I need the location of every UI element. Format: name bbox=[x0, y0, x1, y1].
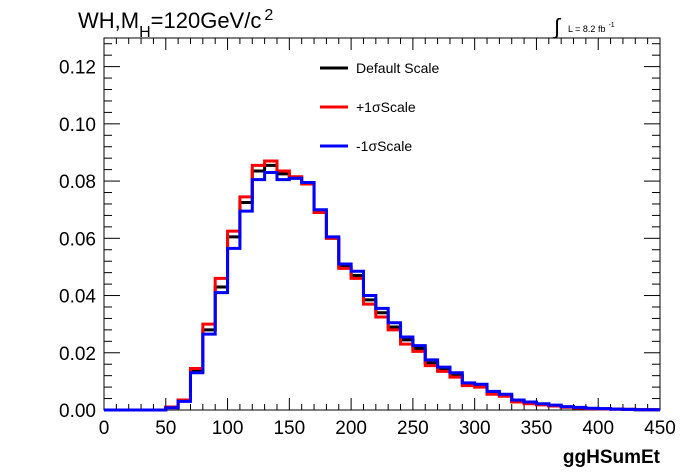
y-tick-label: 0.00 bbox=[59, 401, 96, 422]
x-tick-label: 300 bbox=[459, 418, 491, 439]
legend-label: +1σScale bbox=[356, 99, 416, 115]
x-axis-label: ggHSumEt bbox=[563, 447, 661, 468]
x-tick-label: 200 bbox=[335, 418, 367, 439]
lumi-label: L = 8.2 fb -1 bbox=[568, 22, 615, 34]
y-tick-label: 0.08 bbox=[59, 172, 96, 193]
y-tick-label: 0.06 bbox=[59, 229, 96, 250]
series-line-default-scale bbox=[104, 163, 660, 412]
legend-label: -1σScale bbox=[356, 138, 412, 154]
x-tick-label: 100 bbox=[212, 418, 244, 439]
lumi-integral-sign: ∫ bbox=[552, 14, 562, 39]
y-tick-label: 0.12 bbox=[59, 58, 96, 79]
x-tick-label: 400 bbox=[582, 418, 614, 439]
x-tick-label: 50 bbox=[155, 418, 176, 439]
x-tick-label: 250 bbox=[397, 418, 429, 439]
x-tick-label: 0 bbox=[99, 418, 110, 439]
x-axis: 0 50 100 150 200 250 300 350 400 450 bbox=[99, 38, 676, 439]
x-tick-label: 450 bbox=[644, 418, 676, 439]
series-line--1-scale bbox=[104, 170, 660, 412]
plot-frame bbox=[103, 37, 661, 411]
x-tick-label: 150 bbox=[273, 418, 305, 439]
y-tick-label: 0.04 bbox=[59, 287, 96, 308]
chart-title: WH,MH=120GeV/c 2 bbox=[78, 7, 273, 41]
series-line--1-scale bbox=[104, 159, 660, 412]
y-tick-label: 0.02 bbox=[59, 344, 96, 365]
legend-label: Default Scale bbox=[356, 60, 439, 76]
series-lines bbox=[104, 159, 660, 412]
legend: Default Scale +1σScale -1σScale bbox=[320, 60, 439, 154]
x-tick-label: 350 bbox=[521, 418, 553, 439]
y-tick-label: 0.10 bbox=[59, 115, 96, 136]
y-axis: 0.00 0.02 0.04 0.06 0.08 0.10 0.12 bbox=[59, 43, 660, 422]
